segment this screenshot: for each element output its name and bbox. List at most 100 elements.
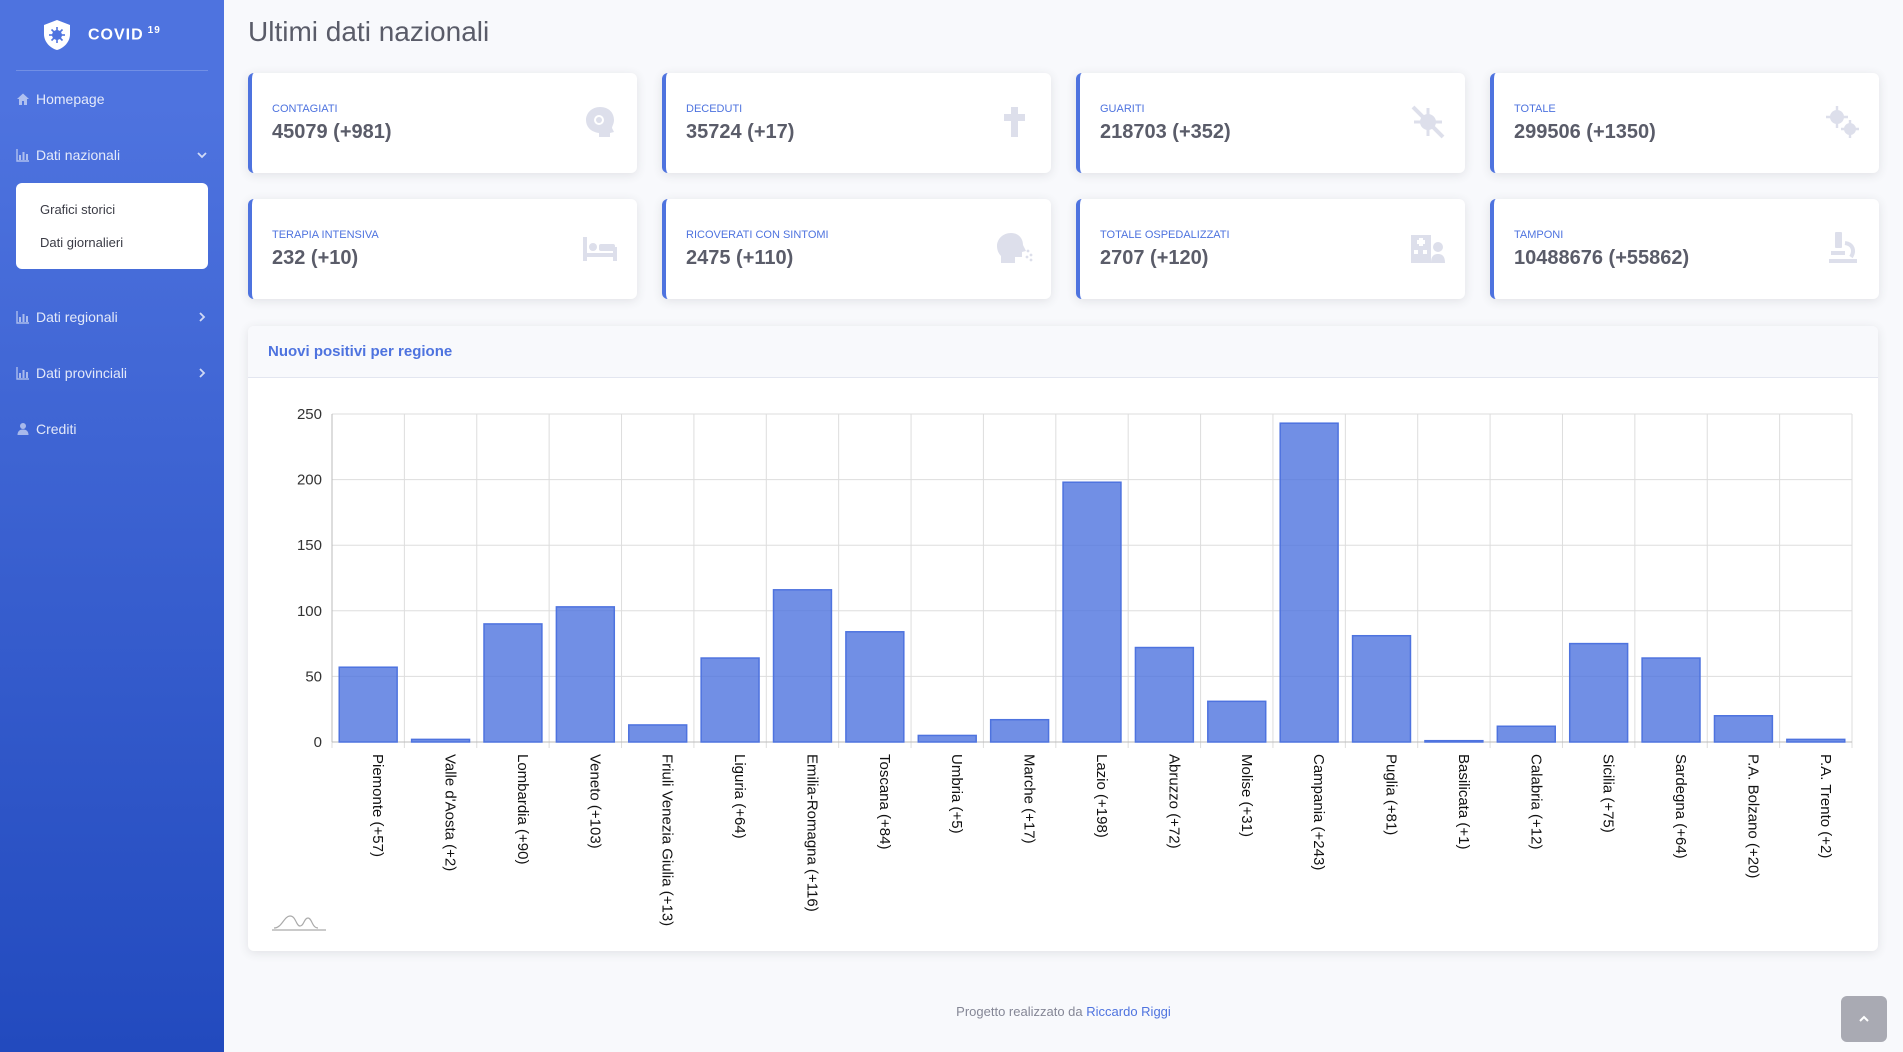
x-tick-label: Piemonte (+57) [369, 754, 386, 857]
scroll-to-top-button[interactable] [1841, 996, 1887, 1042]
submenu-item-grafici-storici[interactable]: Grafici storici [40, 202, 116, 217]
stat-value: 218703 (+352) [1100, 121, 1231, 143]
stat-card-deceduti: Deceduti 35724 (+17) [662, 73, 1051, 173]
stat-label: Tamponi [1514, 229, 1564, 241]
stat-label: Terapia intensiva [272, 229, 379, 241]
stat-label: Contagiati [272, 103, 338, 115]
bar [555, 606, 616, 743]
x-tick-label: Abruzzo (+72) [1165, 754, 1182, 849]
brand[interactable]: COVID 19 [0, 0, 224, 70]
chevron-right-icon [199, 368, 206, 378]
sidebar-item-dati-provinciali[interactable]: Dati provinciali [0, 345, 224, 401]
sidebar-item-label: Homepage [36, 91, 105, 107]
stat-label: Totale [1514, 103, 1556, 115]
bar [1641, 657, 1701, 743]
head-side-cough-icon [997, 233, 1033, 263]
x-tick-label: Valle d'Aosta (+2) [442, 754, 459, 871]
bed-icon [583, 237, 617, 261]
x-tick-label: Calabria (+12) [1527, 754, 1544, 849]
hospital-user-icon [1411, 235, 1445, 263]
submenu-item-dati-giornalieri[interactable]: Dati giornalieri [40, 235, 124, 250]
x-tick-label: Basilicata (+1) [1455, 754, 1472, 849]
x-tick-label: Veneto (+103) [586, 754, 603, 849]
sidebar-divider [16, 70, 208, 71]
stat-card-tamponi: Tamponi 10488676 (+55862) [1490, 199, 1879, 299]
footer-author-link[interactable]: Riccardo Riggi [1086, 1004, 1171, 1019]
stat-card-contagiati: Contagiati 45079 (+981) [248, 73, 637, 173]
x-tick-label: Puglia (+81) [1383, 754, 1400, 835]
bar [989, 718, 1050, 743]
bar [1351, 634, 1412, 743]
bar [1062, 481, 1122, 743]
home-icon [17, 93, 29, 105]
sidebar-item-label: Dati provinciali [36, 365, 128, 381]
x-tick-label: Sardegna (+64) [1672, 754, 1689, 859]
bar [917, 734, 977, 743]
page-title: Ultimi dati nazionali [248, 16, 490, 47]
chart-bar-icon [16, 367, 29, 380]
cross-icon [1004, 107, 1025, 137]
bar [1134, 646, 1195, 743]
stat-label: Deceduti [686, 103, 743, 115]
stat-value: 45079 (+981) [272, 121, 392, 143]
stat-value: 232 (+10) [272, 247, 359, 269]
x-tick-label: Molise (+31) [1238, 754, 1255, 837]
bar-chart: 0 50 100 150 200 250 Piemonte (+57) Valle d'Aos… [272, 406, 1853, 931]
shield-virus-icon [44, 20, 70, 50]
footer: Progetto realizzato da Riccardo Riggi [224, 1004, 1903, 1019]
y-tick-label: 250 [297, 406, 322, 423]
x-tick-label: Emilia-Romagna (+116) [803, 754, 820, 912]
x-tick-label: Campania (+243) [1310, 754, 1327, 870]
chart-title: Nuovi positivi per regione [248, 326, 1878, 378]
bar [1568, 642, 1629, 743]
bar [1207, 700, 1267, 743]
stat-card-terapia-intensiva: Terapia intensiva 232 (+10) [248, 199, 637, 299]
x-tick-label: Friuli Venezia Giulia (+13) [659, 754, 676, 926]
stat-label: Guariti [1100, 103, 1145, 115]
y-tick-label: 100 [297, 603, 322, 620]
virus-slash-icon [1411, 105, 1445, 139]
chart-card: Nuovi positivi per regione 0 50 100 150 200 2… [248, 326, 1878, 951]
stat-value: 2707 (+120) [1100, 247, 1209, 269]
x-tick-label: Liguria (+64) [731, 754, 748, 839]
bar [845, 631, 905, 743]
sidebar-item-homepage[interactable]: Homepage [0, 71, 224, 127]
sidebar-item-label: Dati nazionali [36, 147, 121, 163]
footer-text: Progetto realizzato da [956, 1004, 1083, 1019]
x-tick-label: Marche (+17) [1021, 754, 1038, 844]
x-tick-label: Umbria (+5) [948, 754, 965, 834]
viruses-icon [1826, 106, 1859, 138]
sidebar-item-dati-nazionali[interactable]: Dati nazionali [0, 127, 224, 183]
x-tick-label: Sicilia (+75) [1600, 754, 1617, 833]
microscope-icon [1829, 232, 1857, 263]
y-tick-label: 50 [305, 668, 322, 685]
stat-card-ricoverati: Ricoverati con sintomi 2475 (+110) [662, 199, 1051, 299]
y-tick-label: 0 [314, 734, 322, 751]
user-icon [17, 423, 29, 435]
sidebar-item-crediti[interactable]: Crediti [0, 401, 224, 457]
bar [410, 738, 471, 743]
virus-head-icon [586, 107, 614, 137]
bar [700, 657, 760, 743]
stat-label: Ricoverati con sintomi [686, 229, 829, 241]
x-tick-label: P.A. Bolzano (+20) [1744, 754, 1761, 878]
x-tick-label: Lombardia (+90) [514, 754, 531, 864]
stat-card-ospedalizzati: Totale ospedalizzati 2707 (+120) [1076, 199, 1465, 299]
sidebar-item-dati-regionali[interactable]: Dati regionali [0, 289, 224, 345]
bar [1713, 715, 1774, 743]
sidebar: COVID 19 Homepage Dati nazionali Grafici … [0, 0, 224, 1052]
bar [1786, 738, 1846, 743]
stat-card-guariti: Guariti 218703 (+352) [1076, 73, 1465, 173]
bar [338, 666, 398, 743]
sidebar-item-label: Dati regionali [36, 309, 118, 325]
chart-bar-icon [16, 149, 29, 162]
stat-value: 299506 (+1350) [1514, 121, 1656, 143]
bar [1496, 725, 1556, 743]
y-tick-label: 150 [297, 537, 322, 554]
main-content: Ultimi dati nazionali Contagiati 45079 (… [224, 0, 1903, 1052]
sidebar-item-label: Crediti [36, 421, 77, 437]
bar [1424, 739, 1484, 743]
bar [772, 589, 833, 743]
bar [628, 724, 688, 743]
x-tick-label: Lazio (+198) [1093, 754, 1110, 838]
